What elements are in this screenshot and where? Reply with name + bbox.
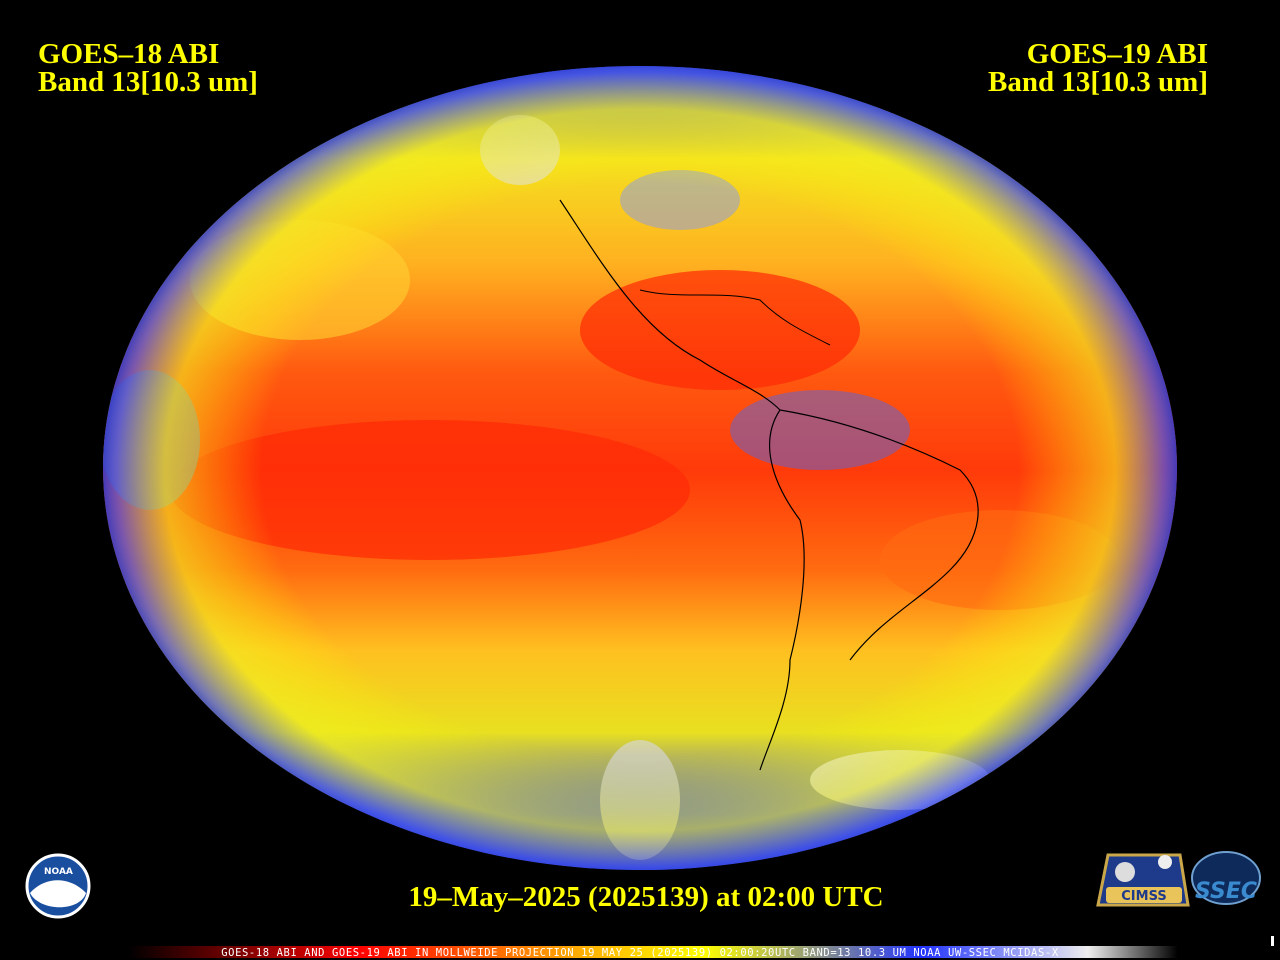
left-satellite: GOES–18 ABI [38, 38, 219, 70]
noaa-label: NOAA [44, 867, 73, 877]
globe [103, 66, 1177, 870]
ssec-logo: SSEC [1191, 851, 1261, 905]
left-band: Band 13[10.3 um] [38, 66, 258, 98]
right-band: Band 13[10.3 um] [988, 66, 1208, 98]
footer-caption: GOES-18 ABI AND GOES-19 ABI IN MOLLWEIDE… [221, 947, 1059, 959]
right-satellite: GOES–19 ABI [1027, 38, 1208, 70]
color-bar [0, 946, 1280, 958]
cimss-label: CIMSS [1121, 889, 1166, 904]
ssec-label: SSEC [1195, 879, 1257, 904]
cimss-logo: CIMSS [1096, 853, 1190, 907]
marker [1271, 936, 1274, 946]
noaa-logo: NOAA [25, 853, 91, 919]
timestamp: 19–May–2025 (2025139) at 02:00 UTC [408, 881, 883, 913]
